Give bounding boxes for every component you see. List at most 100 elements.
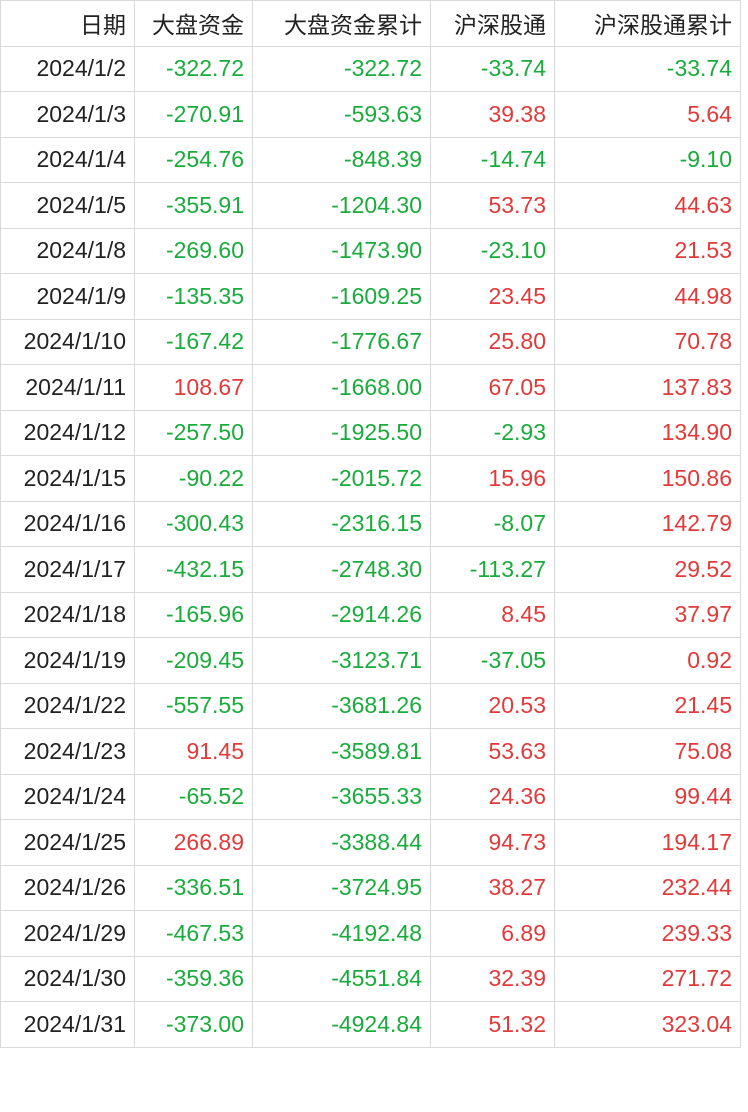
cell-market-fund: -336.51 (134, 864, 253, 911)
cell-market-fund-cumulative: -1204.30 (252, 182, 431, 229)
cell-market-fund: 266.89 (134, 819, 253, 866)
cell-market-fund: -432.15 (134, 546, 253, 593)
cell-market-fund: 91.45 (134, 728, 253, 775)
cell-market-fund-cumulative: -3123.71 (252, 637, 431, 684)
table-row: 2024/1/17 -432.15 -2748.30 -113.27 29.52 (0, 546, 741, 593)
cell-date: 2024/1/3 (0, 91, 135, 138)
table-row: 2024/1/15 -90.22 -2015.72 15.96 150.86 (0, 455, 741, 502)
cell-market-fund-cumulative: -1668.00 (252, 364, 431, 411)
cell-date: 2024/1/25 (0, 819, 135, 866)
cell-date: 2024/1/12 (0, 409, 135, 456)
cell-northbound: -37.05 (430, 637, 555, 684)
cell-market-fund-cumulative: -2316.15 (252, 500, 431, 547)
cell-market-fund: -269.60 (134, 227, 253, 274)
table-row: 2024/1/12 -257.50 -1925.50 -2.93 134.90 (0, 409, 741, 456)
cell-northbound-cumulative: 44.98 (554, 273, 741, 320)
cell-northbound-cumulative: 137.83 (554, 364, 741, 411)
cell-northbound: 25.80 (430, 318, 555, 365)
table-row: 2024/1/31 -373.00 -4924.84 51.32 323.04 (0, 1001, 741, 1048)
cell-northbound: 39.38 (430, 91, 555, 138)
cell-market-fund-cumulative: -2748.30 (252, 546, 431, 593)
cell-northbound: -8.07 (430, 500, 555, 547)
table-row: 2024/1/9 -135.35 -1609.25 23.45 44.98 (0, 273, 741, 320)
cell-northbound: 51.32 (430, 1001, 555, 1048)
table-row: 2024/1/30 -359.36 -4551.84 32.39 271.72 (0, 955, 741, 1002)
cell-northbound: -113.27 (430, 546, 555, 593)
cell-northbound-cumulative: 5.64 (554, 91, 741, 138)
table-row: 2024/1/23 91.45 -3589.81 53.63 75.08 (0, 728, 741, 775)
cell-market-fund: -254.76 (134, 136, 253, 183)
cell-northbound-cumulative: 21.45 (554, 682, 741, 729)
cell-market-fund: -165.96 (134, 591, 253, 638)
cell-date: 2024/1/5 (0, 182, 135, 229)
cell-date: 2024/1/19 (0, 637, 135, 684)
cell-northbound: -14.74 (430, 136, 555, 183)
cell-market-fund: -257.50 (134, 409, 253, 456)
table-row: 2024/1/25 266.89 -3388.44 94.73 194.17 (0, 819, 741, 866)
header-northbound-cumulative: 沪深股通累计 (554, 0, 741, 47)
cell-market-fund: -373.00 (134, 1001, 253, 1048)
header-market-fund: 大盘资金 (134, 0, 253, 47)
cell-date: 2024/1/9 (0, 273, 135, 320)
cell-market-fund-cumulative: -322.72 (252, 45, 431, 92)
table-header: 日期 大盘资金 大盘资金累计 沪深股通 沪深股通累计 (0, 0, 741, 47)
cell-market-fund-cumulative: -4551.84 (252, 955, 431, 1002)
table-row: 2024/1/19 -209.45 -3123.71 -37.05 0.92 (0, 637, 741, 684)
cell-northbound: 53.63 (430, 728, 555, 775)
cell-northbound-cumulative: 134.90 (554, 409, 741, 456)
table-row: 2024/1/16 -300.43 -2316.15 -8.07 142.79 (0, 500, 741, 547)
cell-date: 2024/1/2 (0, 45, 135, 92)
cell-date: 2024/1/23 (0, 728, 135, 775)
cell-market-fund-cumulative: -4192.48 (252, 910, 431, 957)
header-market-fund-cumulative: 大盘资金累计 (252, 0, 431, 47)
cell-northbound-cumulative: 21.53 (554, 227, 741, 274)
cell-date: 2024/1/29 (0, 910, 135, 957)
cell-northbound: 38.27 (430, 864, 555, 911)
cell-northbound-cumulative: -33.74 (554, 45, 741, 92)
cell-northbound-cumulative: 75.08 (554, 728, 741, 775)
cell-date: 2024/1/17 (0, 546, 135, 593)
cell-market-fund-cumulative: -848.39 (252, 136, 431, 183)
table-row: 2024/1/29 -467.53 -4192.48 6.89 239.33 (0, 910, 741, 957)
fund-flow-table: 日期 大盘资金 大盘资金累计 沪深股通 沪深股通累计 2024/1/2 -322.… (0, 0, 741, 1048)
header-row: 日期 大盘资金 大盘资金累计 沪深股通 沪深股通累计 (0, 0, 741, 47)
table-row: 2024/1/2 -322.72 -322.72 -33.74 -33.74 (0, 45, 741, 92)
cell-market-fund: -90.22 (134, 455, 253, 502)
cell-northbound: 8.45 (430, 591, 555, 638)
cell-market-fund-cumulative: -1473.90 (252, 227, 431, 274)
cell-date: 2024/1/22 (0, 682, 135, 729)
cell-market-fund: -355.91 (134, 182, 253, 229)
cell-market-fund: -322.72 (134, 45, 253, 92)
cell-date: 2024/1/11 (0, 364, 135, 411)
cell-date: 2024/1/24 (0, 773, 135, 820)
cell-date: 2024/1/30 (0, 955, 135, 1002)
cell-northbound-cumulative: 99.44 (554, 773, 741, 820)
cell-northbound-cumulative: 37.97 (554, 591, 741, 638)
cell-market-fund: -300.43 (134, 500, 253, 547)
cell-market-fund-cumulative: -3388.44 (252, 819, 431, 866)
cell-northbound: 94.73 (430, 819, 555, 866)
cell-market-fund-cumulative: -1925.50 (252, 409, 431, 456)
cell-northbound: 23.45 (430, 273, 555, 320)
cell-market-fund: -359.36 (134, 955, 253, 1002)
cell-market-fund: -467.53 (134, 910, 253, 957)
cell-northbound-cumulative: 29.52 (554, 546, 741, 593)
cell-northbound: 15.96 (430, 455, 555, 502)
cell-date: 2024/1/8 (0, 227, 135, 274)
table-row: 2024/1/11 108.67 -1668.00 67.05 137.83 (0, 364, 741, 411)
cell-northbound-cumulative: 44.63 (554, 182, 741, 229)
cell-date: 2024/1/4 (0, 136, 135, 183)
cell-market-fund: -209.45 (134, 637, 253, 684)
cell-market-fund: -557.55 (134, 682, 253, 729)
cell-northbound-cumulative: 323.04 (554, 1001, 741, 1048)
cell-market-fund-cumulative: -2015.72 (252, 455, 431, 502)
cell-northbound-cumulative: 232.44 (554, 864, 741, 911)
header-northbound: 沪深股通 (430, 0, 555, 47)
cell-market-fund-cumulative: -3589.81 (252, 728, 431, 775)
cell-northbound: -2.93 (430, 409, 555, 456)
cell-market-fund-cumulative: -3681.26 (252, 682, 431, 729)
table-row: 2024/1/5 -355.91 -1204.30 53.73 44.63 (0, 182, 741, 229)
cell-market-fund-cumulative: -1609.25 (252, 273, 431, 320)
cell-market-fund-cumulative: -4924.84 (252, 1001, 431, 1048)
cell-northbound-cumulative: 142.79 (554, 500, 741, 547)
